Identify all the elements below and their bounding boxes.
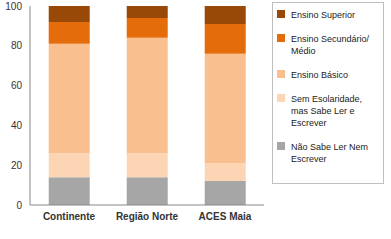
svg-text:40: 40: [11, 120, 23, 131]
svg-text:80: 80: [11, 40, 23, 51]
html-text:Não Sabe Ler Nem Escrever: Não Sabe Ler Nem Escrever: [291, 142, 368, 164]
svg-text:100: 100: [5, 1, 22, 12]
html-text:Sem Esolaridade, mas Sabe Ler: Sem Esolaridade, mas Sabe Ler e Escrever: [291, 94, 362, 128]
html-text:Ensino Secundário/ Médio: Ensino Secundário/ Médio: [291, 34, 370, 56]
svg-text:60: 60: [11, 80, 23, 91]
html-text:Ensino Superior: Ensino Superior: [291, 10, 355, 20]
svg-text:0: 0: [16, 200, 22, 211]
svg-text:20: 20: [11, 160, 23, 171]
html-text:Ensino Básico: Ensino Básico: [291, 70, 348, 80]
svg-text:ACES Maia: ACES Maia: [199, 211, 252, 222]
svg-text:Continente: Continente: [43, 211, 96, 222]
svg-text:Região Norte: Região Norte: [116, 211, 179, 222]
